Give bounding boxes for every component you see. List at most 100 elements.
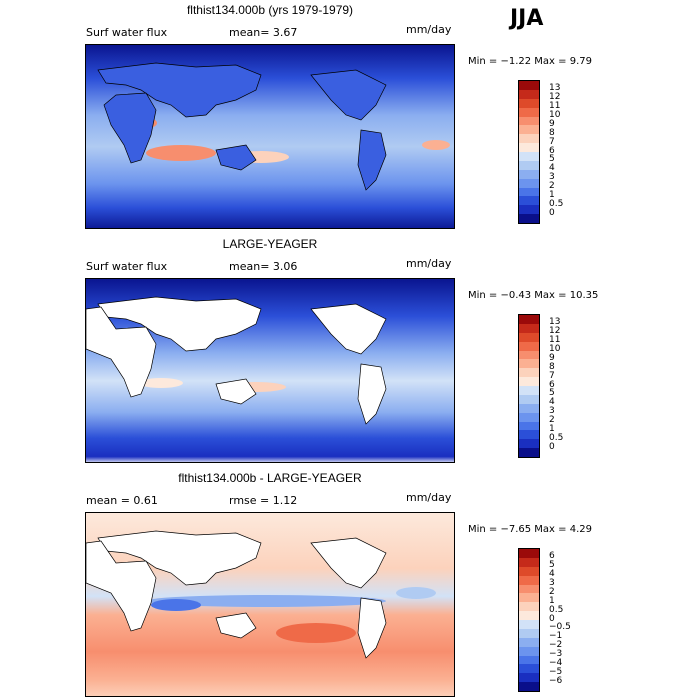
colorbar-swatch: [519, 412, 539, 422]
panel1-mean-label: mean= 3.67: [229, 26, 298, 39]
panel2-variable-label: Surf water flux: [86, 260, 168, 273]
colorbar-swatch: [519, 673, 539, 683]
colorbar-swatch: [519, 205, 539, 215]
colorbar-swatch: [519, 682, 539, 691]
colorbar-tick-label: 11: [549, 101, 561, 112]
colorbar-tick-label: 4: [549, 397, 555, 408]
colorbar-swatch: [519, 116, 539, 126]
colorbar-tick-label: 3: [549, 578, 555, 588]
colorbar-tick-label: −4: [549, 657, 563, 668]
panel1-minmax: Min = −1.22 Max = 9.79: [468, 56, 592, 67]
colorbar-swatch: [519, 350, 539, 360]
panel3-units-label: mm/day: [406, 491, 452, 504]
colorbar-tick-label: 8: [549, 361, 555, 372]
colorbar-swatch: [519, 134, 539, 144]
panel1-map-svg: [86, 45, 454, 228]
panel1-land: [97, 62, 387, 191]
colorbar-swatch: [519, 664, 539, 674]
panel2-warm-patch-indian: [139, 378, 183, 388]
colorbar-swatch: [519, 143, 539, 152]
colorbar-tick-label: 12: [549, 326, 561, 337]
colorbar-swatch: [519, 214, 539, 223]
colorbar-tick-label: 0.5: [549, 604, 564, 615]
colorbar-swatch: [519, 315, 539, 324]
colorbar-swatch: [519, 160, 539, 170]
colorbar-swatch: [519, 359, 539, 369]
colorbar-tick-label: 0.5: [549, 198, 564, 209]
colorbar-tick-label: 4: [549, 569, 555, 580]
colorbar-swatch: [519, 549, 539, 558]
colorbar-tick-label: 13: [549, 317, 561, 328]
colorbar-tick-label: 6: [549, 379, 555, 390]
panel2-land: [86, 296, 387, 425]
colorbar-swatch: [519, 646, 539, 656]
colorbar-tick-label: −1: [549, 631, 563, 642]
colorbar-swatch: [519, 332, 539, 342]
colorbar-tick-label: 3: [549, 406, 555, 417]
panel3-land: [86, 530, 387, 659]
colorbar-swatch: [519, 575, 539, 585]
panel2-map-svg: [86, 279, 454, 462]
colorbar-tick-label: 4: [549, 163, 555, 174]
colorbar-tick-label: 0: [549, 207, 555, 218]
colorbar-tick-label: 1: [549, 423, 555, 434]
panel3-cool-patch-atl: [396, 587, 436, 599]
colorbar-tick-label: 3: [549, 172, 555, 183]
panel3-map: [85, 512, 455, 697]
colorbar-tick-label: 9: [549, 118, 555, 129]
colorbar-tick-label: 5: [549, 154, 555, 165]
colorbar-swatch: [519, 403, 539, 413]
colorbar-tick-label: 1: [549, 595, 555, 606]
panel3-colorbar-ticks: 6 5 4 3 2 1 0.5 0 −0.5 −1 −2 −3 −4 −5 −6: [549, 548, 589, 692]
colorbar-tick-label: 5: [549, 560, 555, 571]
colorbar-swatch: [519, 637, 539, 647]
colorbar-swatch: [519, 196, 539, 206]
panel1-title: flthist134.000b (yrs 1979-1979): [186, 3, 354, 17]
colorbar-swatch: [519, 593, 539, 603]
colorbar-swatch: [519, 386, 539, 395]
panel2-map: [85, 278, 455, 463]
panel3-cool-patch-west: [151, 599, 201, 611]
colorbar-swatch: [519, 628, 539, 638]
colorbar-tick-label: 6: [549, 551, 555, 562]
colorbar-swatch: [519, 655, 539, 665]
colorbar-swatch: [519, 584, 539, 594]
colorbar-tick-label: −3: [549, 649, 563, 659]
colorbar-tick-label: 2: [549, 415, 555, 425]
colorbar-swatch: [519, 602, 539, 612]
colorbar-tick-label: 0: [549, 613, 555, 624]
panel2-units-label: mm/day: [406, 257, 452, 270]
panel3-minmax: Min = −7.65 Max = 4.29: [468, 524, 592, 535]
colorbar-tick-label: 12: [549, 92, 561, 103]
colorbar-tick-label: −5: [549, 666, 563, 677]
season-label: JJA: [510, 6, 544, 31]
colorbar-tick-label: 10: [549, 110, 561, 120]
panel2-minmax: Min = −0.43 Max = 10.35: [468, 290, 599, 301]
colorbar-tick-label: −6: [549, 675, 563, 686]
colorbar-tick-label: 7: [549, 370, 555, 381]
colorbar-tick-label: 13: [549, 83, 561, 94]
colorbar-swatch: [519, 557, 539, 567]
colorbar-swatch: [519, 89, 539, 99]
colorbar-tick-label: 9: [549, 352, 555, 363]
panel3-title: flthist134.000b - LARGE-YEAGER: [178, 471, 362, 485]
colorbar-swatch: [519, 611, 539, 620]
panel1-colorbar: [518, 80, 540, 224]
colorbar-swatch: [519, 152, 539, 161]
panel1-map: [85, 44, 455, 229]
colorbar-tick-label: 2: [549, 586, 555, 597]
colorbar-swatch: [519, 187, 539, 197]
panel3-cool-band: [146, 595, 386, 607]
panel2-colorbar-ticks: 13 12 11 10 9 8 7 6 5 4 3 2 1 0.5 0: [549, 314, 589, 458]
panel2-mean-label: mean= 3.06: [229, 260, 298, 273]
panel3-map-svg: [86, 513, 454, 696]
colorbar-tick-label: 5: [549, 388, 555, 399]
panel1-warm-patch-indian: [146, 145, 216, 161]
panel1-variable-label: Surf water flux: [86, 26, 168, 39]
colorbar-swatch: [519, 566, 539, 576]
panel3-mean-label: mean = 0.61: [86, 494, 158, 507]
panel3-warm-patch-south: [276, 623, 356, 643]
colorbar-swatch: [519, 341, 539, 351]
colorbar-tick-label: 2: [549, 181, 555, 191]
colorbar-swatch: [519, 421, 539, 431]
